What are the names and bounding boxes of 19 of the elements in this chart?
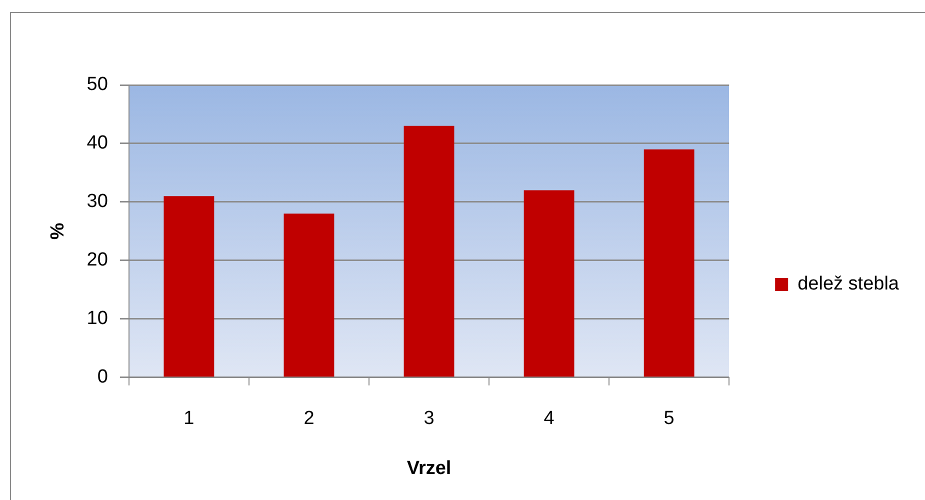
bar <box>284 214 334 377</box>
y-axis-title: % <box>48 222 69 240</box>
x-tick-label: 3 <box>424 408 434 430</box>
legend-label: delež stebla <box>798 274 900 295</box>
bar <box>644 149 694 377</box>
x-tick-label: 5 <box>664 408 674 430</box>
y-tick-label: 0 <box>97 366 108 388</box>
y-tick-label: 20 <box>86 250 108 271</box>
y-tick-label: 10 <box>86 308 108 330</box>
x-tick-label: 2 <box>304 408 314 430</box>
y-tick-label: 30 <box>86 191 108 212</box>
bar <box>404 126 454 377</box>
y-tick-label: 40 <box>86 132 108 154</box>
x-tick-label: 1 <box>184 408 194 430</box>
x-axis-title: Vrzel <box>406 458 452 479</box>
bar <box>524 190 574 377</box>
bar <box>164 196 214 377</box>
y-tick-label: 50 <box>86 74 108 96</box>
x-tick-label: 4 <box>544 408 555 430</box>
